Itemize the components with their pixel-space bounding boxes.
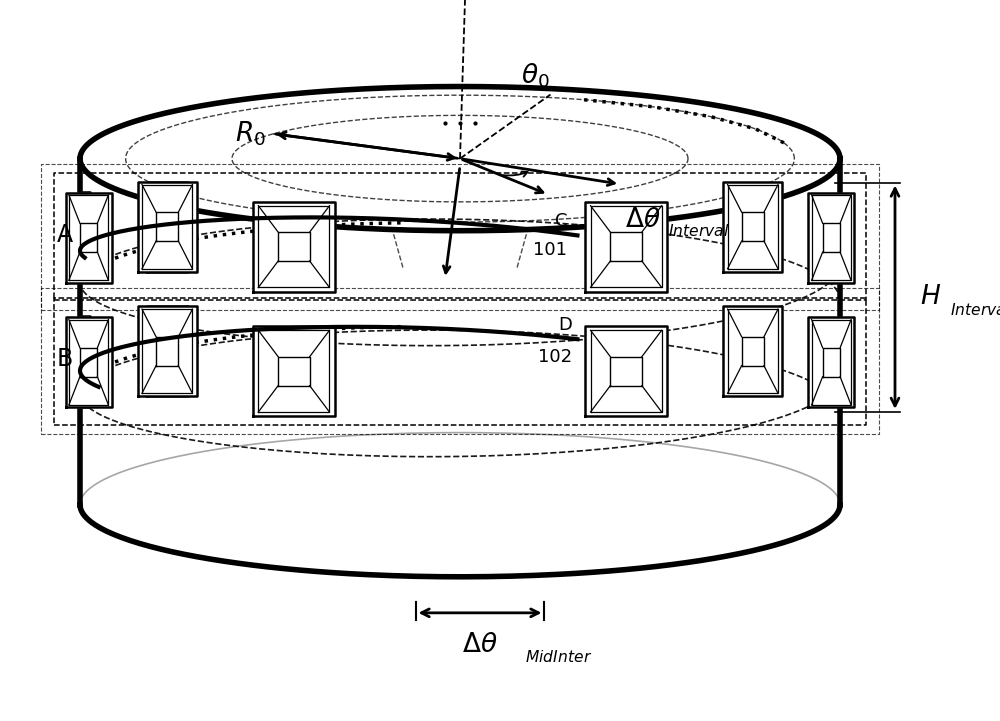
Polygon shape <box>80 317 90 407</box>
Polygon shape <box>723 182 782 272</box>
Polygon shape <box>147 182 188 272</box>
Polygon shape <box>723 306 782 397</box>
Text: $\Delta\theta$: $\Delta\theta$ <box>625 207 661 233</box>
Polygon shape <box>138 182 197 272</box>
Text: B: B <box>57 348 73 371</box>
Polygon shape <box>138 306 197 397</box>
Text: C: C <box>555 212 567 230</box>
Text: $R_0$: $R_0$ <box>235 119 265 148</box>
Text: $\Delta\theta$: $\Delta\theta$ <box>462 632 498 658</box>
Text: A: A <box>57 223 73 247</box>
Polygon shape <box>66 193 112 283</box>
Polygon shape <box>80 159 840 505</box>
Text: $\theta_0$: $\theta_0$ <box>521 61 549 90</box>
Polygon shape <box>808 193 854 283</box>
Polygon shape <box>253 201 335 291</box>
Polygon shape <box>66 317 112 407</box>
Polygon shape <box>80 192 90 282</box>
Text: $_{Interval}$: $_{Interval}$ <box>950 298 1000 318</box>
Polygon shape <box>147 306 188 397</box>
Polygon shape <box>585 201 667 291</box>
Text: $_{Interval}$: $_{Interval}$ <box>668 219 730 239</box>
Text: $H$: $H$ <box>920 284 941 310</box>
Polygon shape <box>808 317 854 407</box>
Text: 101: 101 <box>533 241 567 259</box>
Polygon shape <box>585 326 667 416</box>
Text: D: D <box>559 316 572 334</box>
Polygon shape <box>80 505 840 577</box>
Polygon shape <box>80 87 840 231</box>
Text: $_{MidInter}$: $_{MidInter}$ <box>525 645 592 665</box>
Text: 102: 102 <box>538 348 572 366</box>
Polygon shape <box>253 326 335 416</box>
